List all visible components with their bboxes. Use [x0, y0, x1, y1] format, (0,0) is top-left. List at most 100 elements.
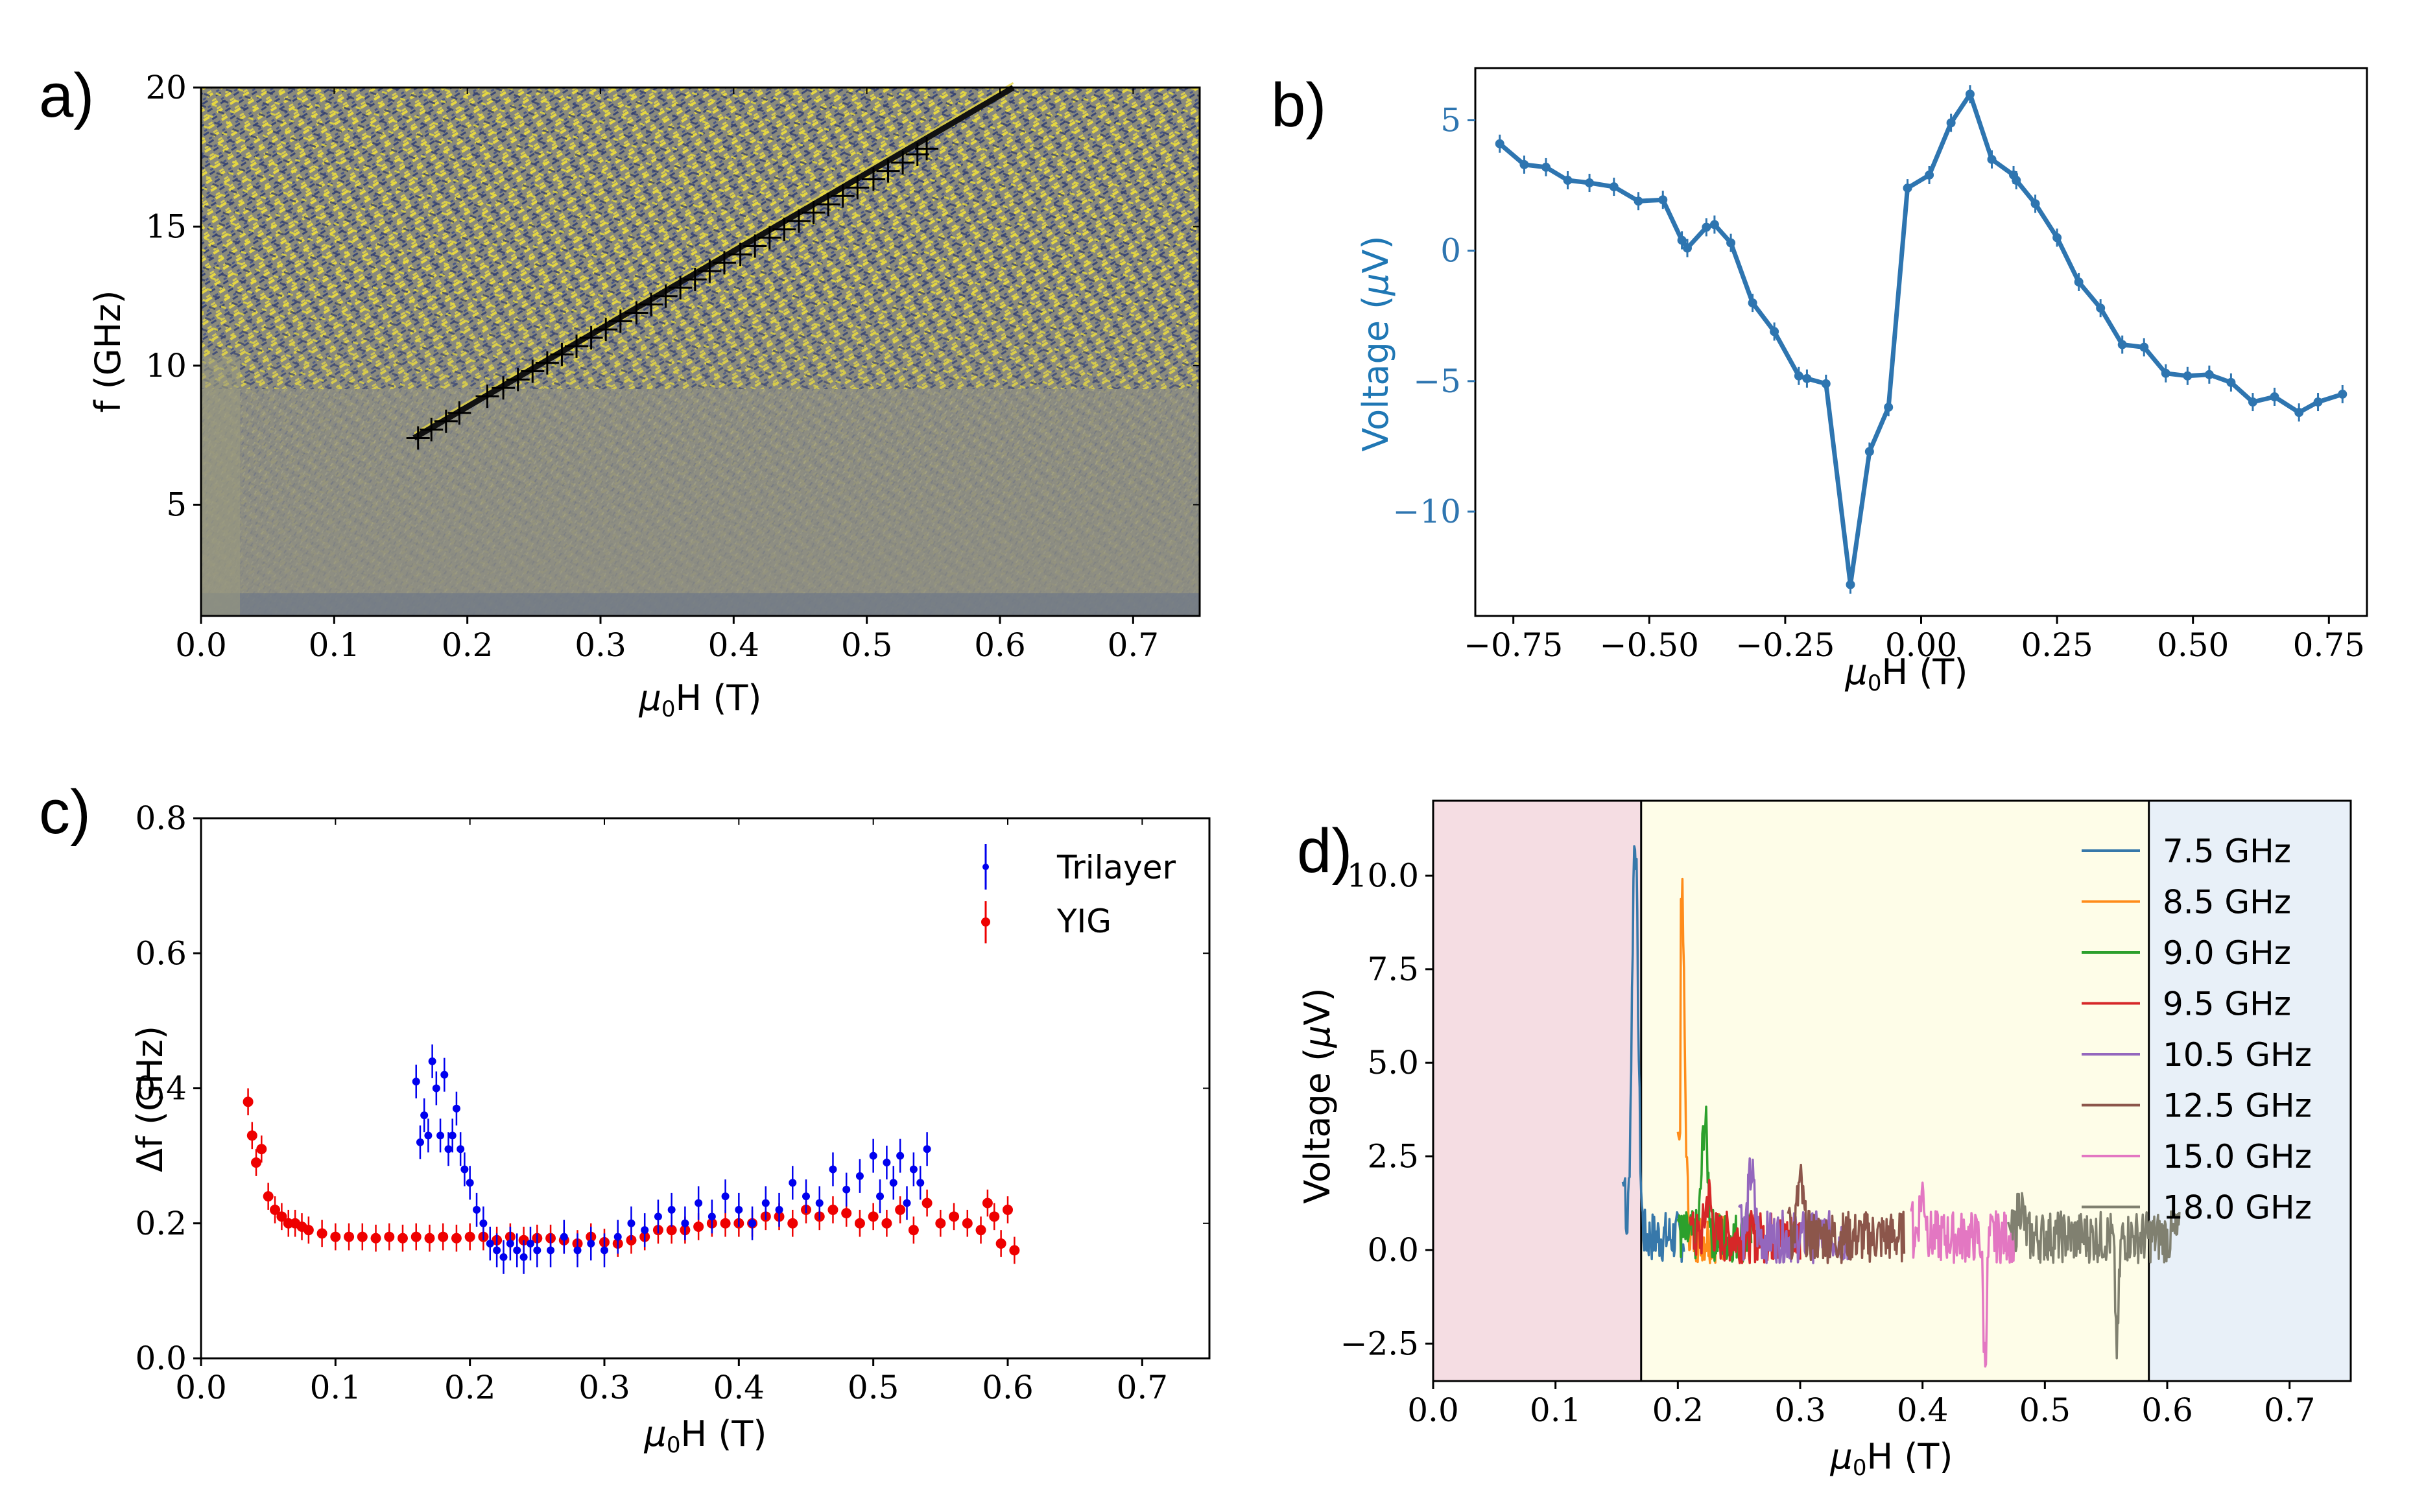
yig-data-point	[243, 1096, 254, 1107]
x-tick-label: 0.7	[1117, 1369, 1169, 1406]
panel-label-d: d)	[1297, 816, 1352, 886]
trilayer-data-point	[721, 1192, 730, 1201]
y-tick-label: 15	[145, 207, 187, 245]
panel-c-scatter: 0.0 0.1 0.2 0.3 0.4 0.5 0.6 0.70.00.20.40.60.8 …	[130, 799, 1211, 1458]
yig-data-point	[666, 1225, 677, 1236]
y-tick-label: 0.0	[1367, 1231, 1419, 1269]
panel-d-frame	[1432, 799, 2352, 1382]
trilayer-data-point	[526, 1239, 534, 1247]
panel-b-series	[1495, 85, 2348, 594]
trilayer-data-point	[909, 1165, 918, 1174]
trilayer-data-point	[815, 1199, 824, 1207]
x-tick-label: 0.4	[1897, 1391, 1949, 1429]
trilayer-data-point	[761, 1199, 770, 1207]
yig-data-point	[975, 1225, 986, 1236]
panel-d-line-chart: 0.0 0.1 0.2 0.3 0.4 0.5 0.6 0.7 10.0 7.5 5.0 2.5 0.0…	[1297, 799, 2352, 1481]
heatmap-left-band	[201, 357, 240, 616]
yig-data-point	[841, 1208, 852, 1219]
x-tick-label: 0.1	[310, 1369, 362, 1406]
yig-data-point	[251, 1157, 262, 1168]
legend-label: 15.0 GHz	[2163, 1138, 2312, 1175]
x-tick-label: 0.5	[848, 1369, 899, 1406]
panel-c-axes: 0.0 0.1 0.2 0.3 0.4 0.5 0.6 0.7 0.0 0.2 0.4 0.6 0.8	[135, 799, 1209, 1406]
trilayer-data-point	[883, 1159, 891, 1167]
trilayer-data-point	[432, 1084, 440, 1093]
yig-data-point	[424, 1233, 435, 1244]
trilayer-data-point	[493, 1246, 501, 1255]
trilayer-data-point	[641, 1226, 649, 1234]
panel-b-frame	[1474, 67, 2368, 617]
y-tick-label: 0.0	[135, 1340, 187, 1377]
trilayer-data-point	[560, 1233, 568, 1241]
trilayer-data-point	[842, 1185, 851, 1194]
yig-data-point	[464, 1231, 475, 1242]
x-tick-label: 0.6	[982, 1369, 1034, 1406]
y-tick-label: 7.5	[1367, 951, 1419, 988]
x-tick-label: 0.1	[309, 626, 361, 664]
x-tick-label: −0.25	[1735, 626, 1835, 664]
trilayer-data-point	[667, 1205, 676, 1214]
y-tick-label: 20	[145, 69, 187, 106]
trilayer-data-point	[903, 1199, 911, 1207]
trilayer-data-point	[896, 1152, 905, 1160]
trilayer-data-point	[460, 1165, 469, 1174]
trilayer-data-point	[473, 1205, 481, 1214]
resonance-markers-group	[406, 137, 939, 450]
yig-data-point	[357, 1231, 368, 1242]
yig-data-point	[908, 1225, 919, 1236]
trilayer-data-point	[654, 1212, 662, 1221]
x-tick-label: 0.6	[2141, 1391, 2193, 1429]
panel-b-axes: −0.75 −0.50 −0.25 0.00 0.25 0.50 0.75 5 0 −5 −10	[1392, 101, 2365, 664]
y-tick-label: 2.5	[1367, 1138, 1419, 1175]
trilayer-data-point	[916, 1179, 925, 1187]
x-tick-label: 0.50	[2157, 626, 2229, 664]
panel-label-b: b)	[1271, 71, 1326, 140]
field-region	[1641, 801, 2149, 1381]
legend-label: 9.5 GHz	[2163, 986, 2291, 1023]
legend-label: 9.0 GHz	[2163, 934, 2291, 972]
x-tick-label: 0.00	[1885, 626, 1957, 664]
field-region	[2148, 801, 2351, 1381]
yig-data-point	[693, 1221, 704, 1232]
x-tick-label: 0.4	[708, 626, 760, 664]
x-tick-label: 0.2	[1652, 1391, 1704, 1429]
yig-data-point	[344, 1231, 355, 1242]
trilayer-data-point	[802, 1192, 810, 1201]
x-tick-label: 0.5	[841, 626, 893, 664]
yig-data-point	[720, 1218, 731, 1229]
legend-yig-label: YIG	[1056, 903, 1111, 940]
yig-data-point	[303, 1225, 314, 1236]
yig-data-point	[935, 1218, 946, 1229]
legend-label: 7.5 GHz	[2163, 833, 2291, 870]
trilayer-data-point	[613, 1233, 622, 1241]
legend-label: 8.5 GHz	[2163, 884, 2291, 921]
panel-d-axes: 0.0 0.1 0.2 0.3 0.4 0.5 0.6 0.7 10.0 7.5 5.0 2.5 0.0…	[1340, 856, 2316, 1429]
panel-d-legend: 7.5 GHz 8.5 GHz 9.0 GHz 9.5 GHz 10.5 GHz 12.5…	[2082, 833, 2312, 1227]
trilayer-data-point	[587, 1239, 595, 1247]
y-tick-label: −2.5	[1340, 1325, 1419, 1362]
panel-a-axes: 0.0 0.1 0.2 0.3 0.4 0.5 0.6 0.7 5 10 15 20	[145, 69, 1200, 664]
legend-yig-dot	[981, 917, 990, 927]
yig-data-point	[370, 1233, 381, 1244]
yig-data-point	[270, 1204, 281, 1215]
yig-data-point	[1003, 1204, 1013, 1215]
trilayer-data-point	[513, 1246, 521, 1255]
panel-c-xlabel: μ0H (T)	[644, 1413, 767, 1458]
trilayer-data-point	[869, 1152, 877, 1160]
yig-data-point	[949, 1211, 960, 1222]
panel-a-xlabel: μ0H (T)	[639, 678, 762, 722]
yig-data-point	[921, 1198, 933, 1209]
heatmap-fade	[201, 292, 1200, 616]
yig-data-point	[854, 1218, 865, 1229]
y-tick-label: 5	[166, 486, 187, 523]
x-tick-label: 0.0	[1407, 1391, 1459, 1429]
panel-label-a: a)	[39, 61, 94, 130]
trilayer-data-point	[923, 1145, 931, 1153]
trilayer-data-point	[533, 1246, 541, 1255]
resonance-line-highlight	[413, 82, 1014, 434]
series-line-12-5-ghz	[1787, 1163, 1906, 1264]
yig-data-point	[316, 1228, 327, 1239]
panel-d-ylabel: Voltage (μV)	[1297, 987, 1338, 1203]
trilayer-data-point	[829, 1165, 837, 1174]
legend-trilayer-label: Trilayer	[1056, 849, 1176, 886]
